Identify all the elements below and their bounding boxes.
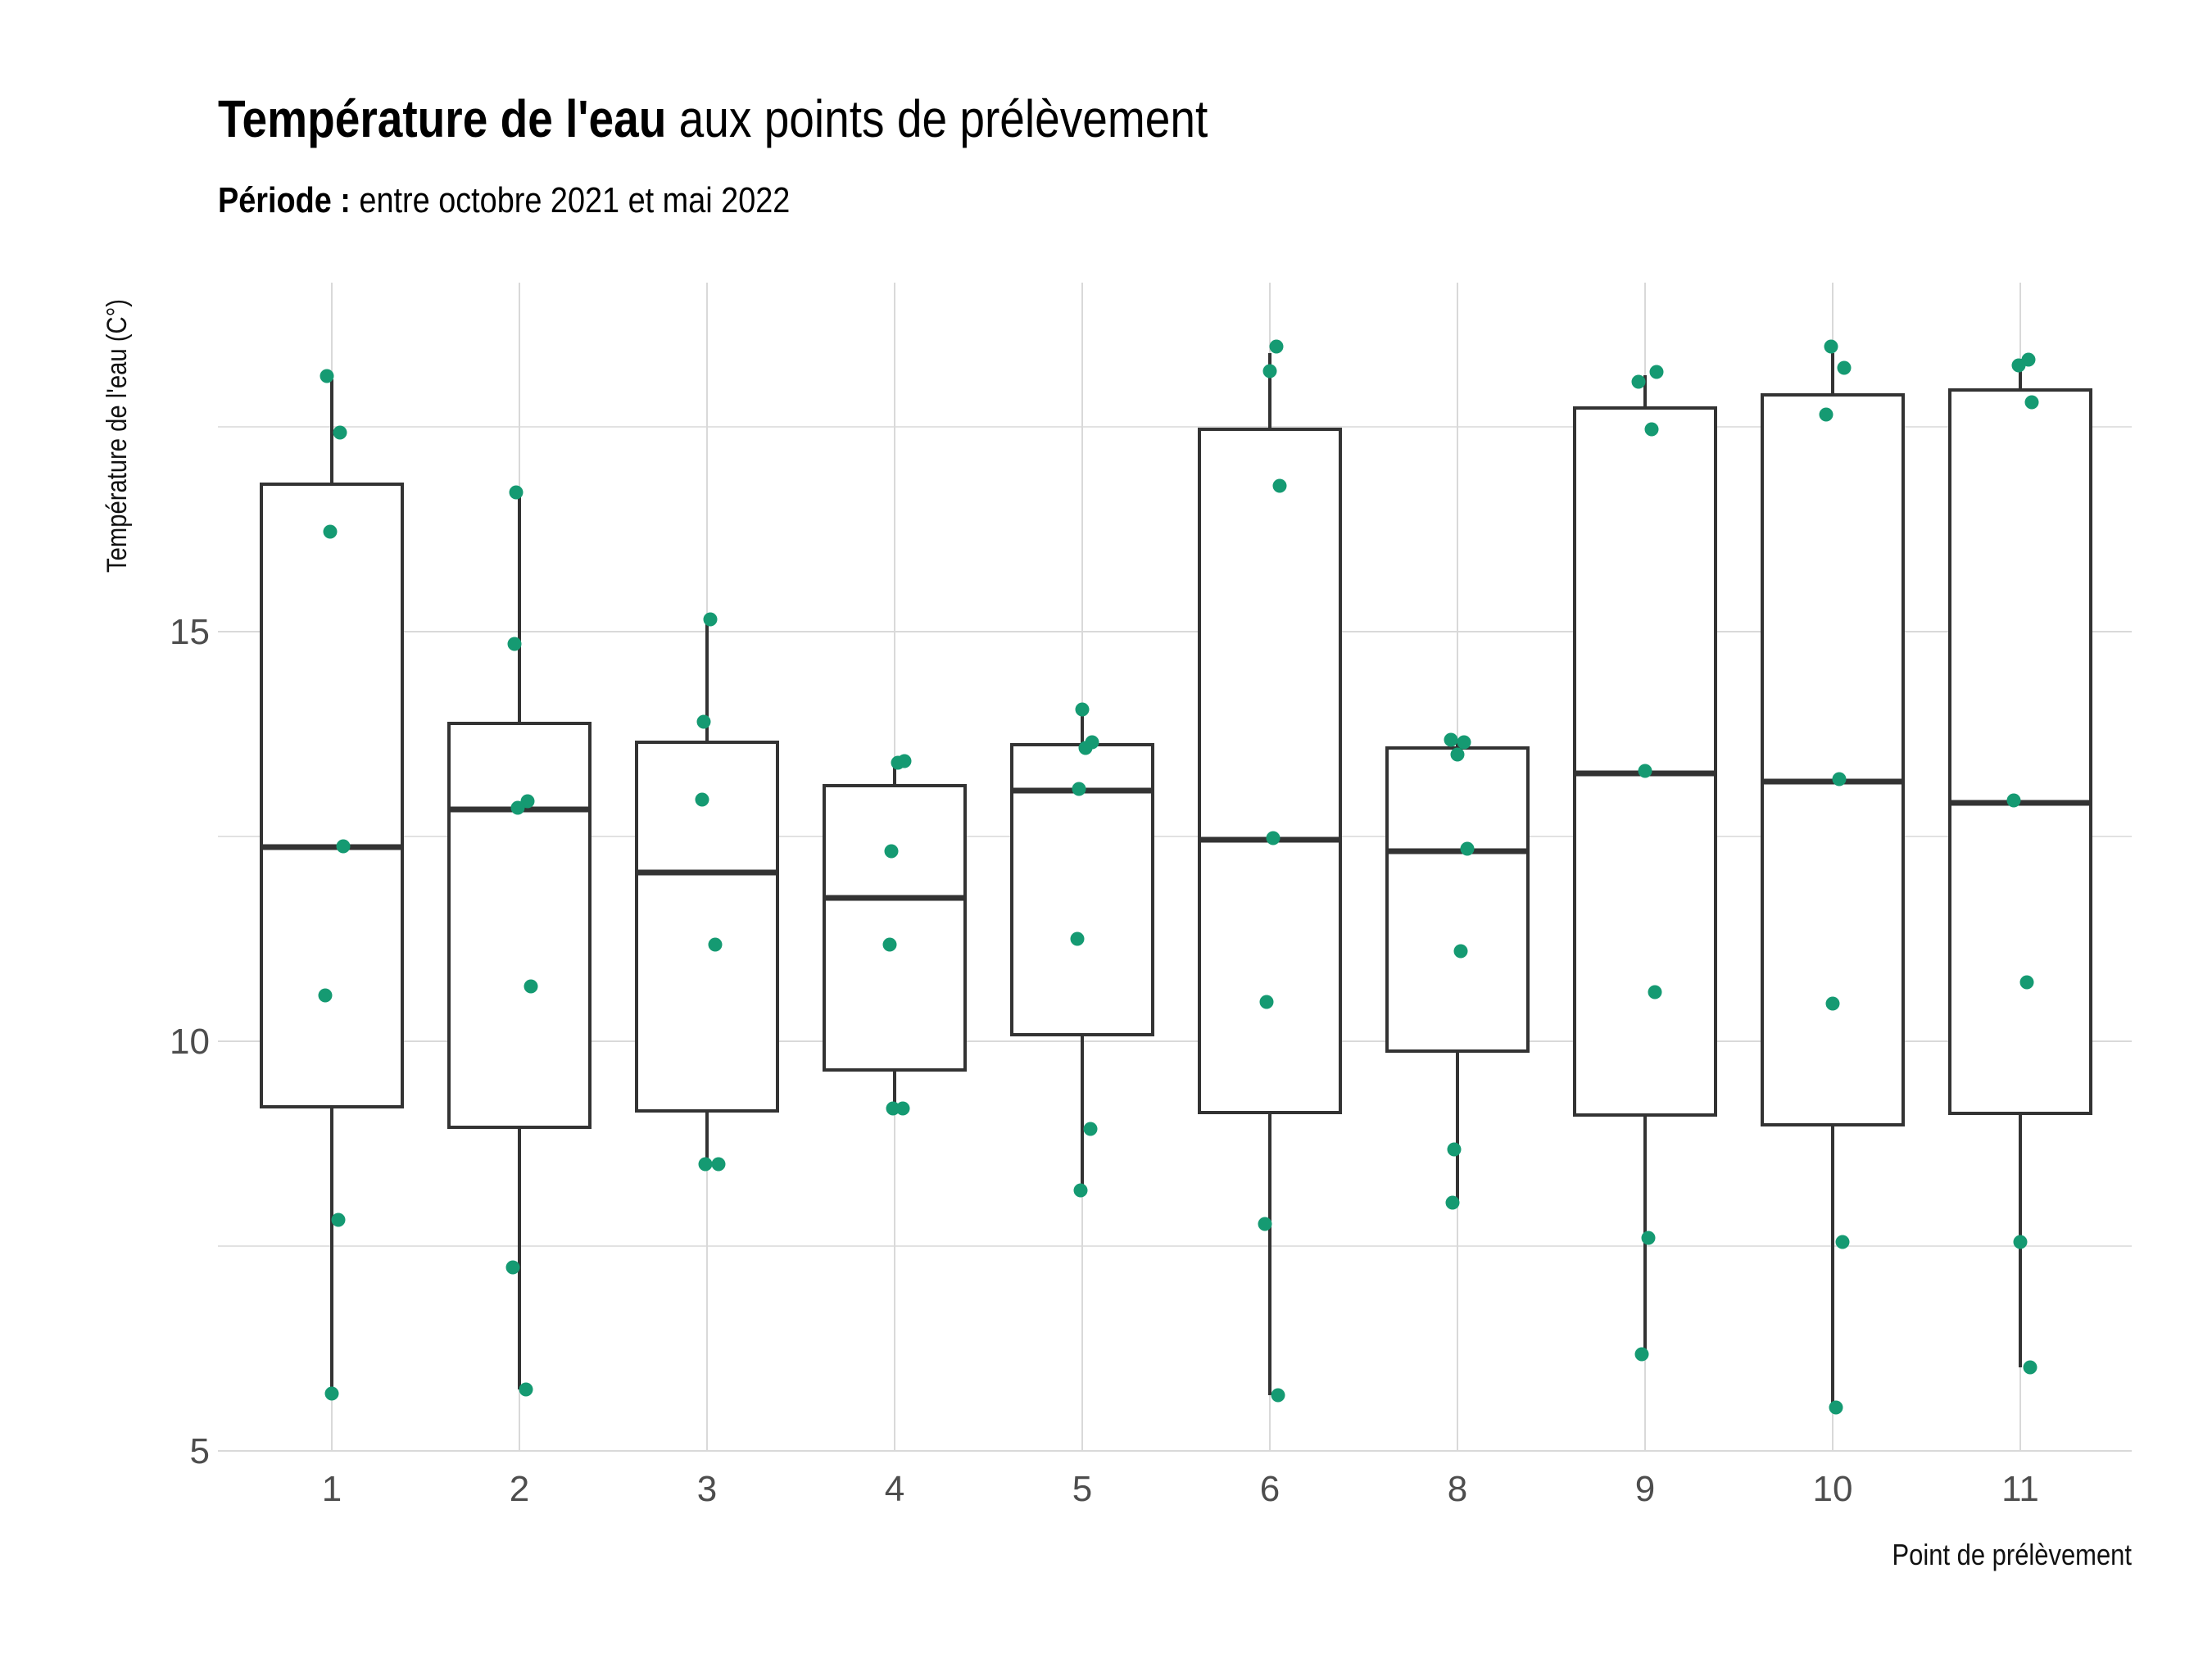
data-point <box>2013 1235 2028 1249</box>
data-point <box>1644 422 1659 437</box>
data-point <box>711 1157 726 1172</box>
data-point <box>1258 1217 1272 1231</box>
y-tick-label: 15 <box>170 612 210 652</box>
data-point <box>884 844 899 859</box>
x-tick-label: 8 <box>1448 1469 1467 1509</box>
data-point <box>1272 478 1287 493</box>
data-point <box>1829 1400 1843 1415</box>
data-point <box>882 937 897 952</box>
box-iqr <box>823 784 967 1072</box>
data-point <box>333 425 347 440</box>
data-point <box>2024 395 2039 410</box>
box-iqr <box>1761 393 1905 1126</box>
data-point <box>520 794 535 809</box>
box-iqr <box>1198 428 1342 1114</box>
data-point <box>695 792 709 807</box>
y-tick-label: 10 <box>170 1022 210 1062</box>
chart-subtitle-rest: entre octobre 2021 et mai 2022 <box>350 180 791 220</box>
data-point <box>696 714 711 729</box>
box-iqr <box>447 722 592 1129</box>
data-point <box>1631 374 1646 389</box>
x-tick-label: 11 <box>2001 1469 2039 1509</box>
data-point <box>1450 747 1465 762</box>
data-points <box>318 339 2039 1415</box>
data-point <box>703 612 718 627</box>
data-point <box>886 1101 900 1116</box>
data-point <box>891 755 905 770</box>
data-point <box>1835 1235 1850 1249</box>
data-point <box>1447 1142 1462 1157</box>
box-iqr <box>1573 406 1717 1117</box>
data-point <box>1819 407 1834 422</box>
chart-title-rest: aux points de prélèvement <box>666 89 1208 148</box>
data-point <box>509 485 524 500</box>
data-point <box>1070 931 1085 946</box>
data-point <box>1444 732 1458 747</box>
data-point <box>1460 841 1475 856</box>
chart-subtitle-bold: Période : <box>218 180 351 220</box>
x-tick-label: 1 <box>322 1469 342 1509</box>
data-point <box>1824 339 1838 354</box>
data-point <box>505 1260 520 1275</box>
y-tick-label: 5 <box>190 1431 210 1471</box>
chart-subtitle: Période : entre octobre 2021 et mai 2022 <box>218 180 790 221</box>
x-tick-label: 4 <box>885 1469 904 1509</box>
data-point <box>1269 339 1284 354</box>
x-tick-label: 2 <box>510 1469 529 1509</box>
data-point <box>1271 1388 1285 1403</box>
data-point <box>2023 1360 2037 1375</box>
data-point <box>1072 782 1086 796</box>
box-iqr <box>1385 746 1530 1053</box>
x-tick-label: 9 <box>1635 1469 1655 1509</box>
data-point <box>331 1213 346 1227</box>
data-point <box>1837 360 1852 375</box>
data-point <box>1259 995 1274 1009</box>
data-point <box>1457 735 1471 750</box>
data-point <box>318 988 333 1003</box>
x-axis-title: Point de prélèvement <box>1892 1539 2133 1572</box>
data-point <box>320 369 334 383</box>
data-point <box>2006 793 2021 808</box>
x-tick-label: 5 <box>1072 1469 1092 1509</box>
data-point <box>1262 364 1277 378</box>
data-point <box>524 979 538 994</box>
data-point <box>698 1157 713 1172</box>
data-point <box>895 1101 910 1116</box>
box-iqr <box>1948 388 2092 1115</box>
y-axis-title: Température de l'eau (C°) <box>101 299 133 573</box>
data-point <box>2019 975 2034 990</box>
data-point <box>1641 1231 1656 1245</box>
data-point <box>519 1382 533 1397</box>
x-tick-label: 10 <box>1813 1469 1853 1509</box>
x-tick-label: 3 <box>697 1469 717 1509</box>
data-point <box>2011 358 2026 373</box>
data-point <box>1083 1122 1098 1136</box>
data-point <box>1649 365 1664 379</box>
data-point <box>336 839 351 854</box>
chart-title: Température de l'eau aux points de prélè… <box>218 88 1208 149</box>
data-point <box>507 637 522 651</box>
data-point <box>1445 1195 1460 1210</box>
data-point <box>510 800 525 815</box>
data-point <box>1078 741 1093 755</box>
data-point <box>324 1386 339 1401</box>
chart-title-bold: Température de l'eau <box>218 89 667 148</box>
data-point <box>1073 1183 1088 1198</box>
data-point <box>1075 702 1090 717</box>
data-point <box>1453 944 1468 959</box>
data-point <box>323 524 338 539</box>
data-point <box>1266 831 1281 845</box>
axes: Point de prélèvement Température de l'ea… <box>101 299 2133 1572</box>
data-point <box>1832 772 1847 786</box>
data-point <box>708 937 723 952</box>
data-point <box>1648 985 1662 999</box>
data-point <box>1825 996 1840 1011</box>
data-point <box>1638 764 1652 778</box>
x-tick-label: 6 <box>1260 1469 1280 1509</box>
boxplots <box>260 353 2092 1407</box>
data-point <box>1634 1347 1649 1362</box>
box-iqr <box>260 483 404 1108</box>
